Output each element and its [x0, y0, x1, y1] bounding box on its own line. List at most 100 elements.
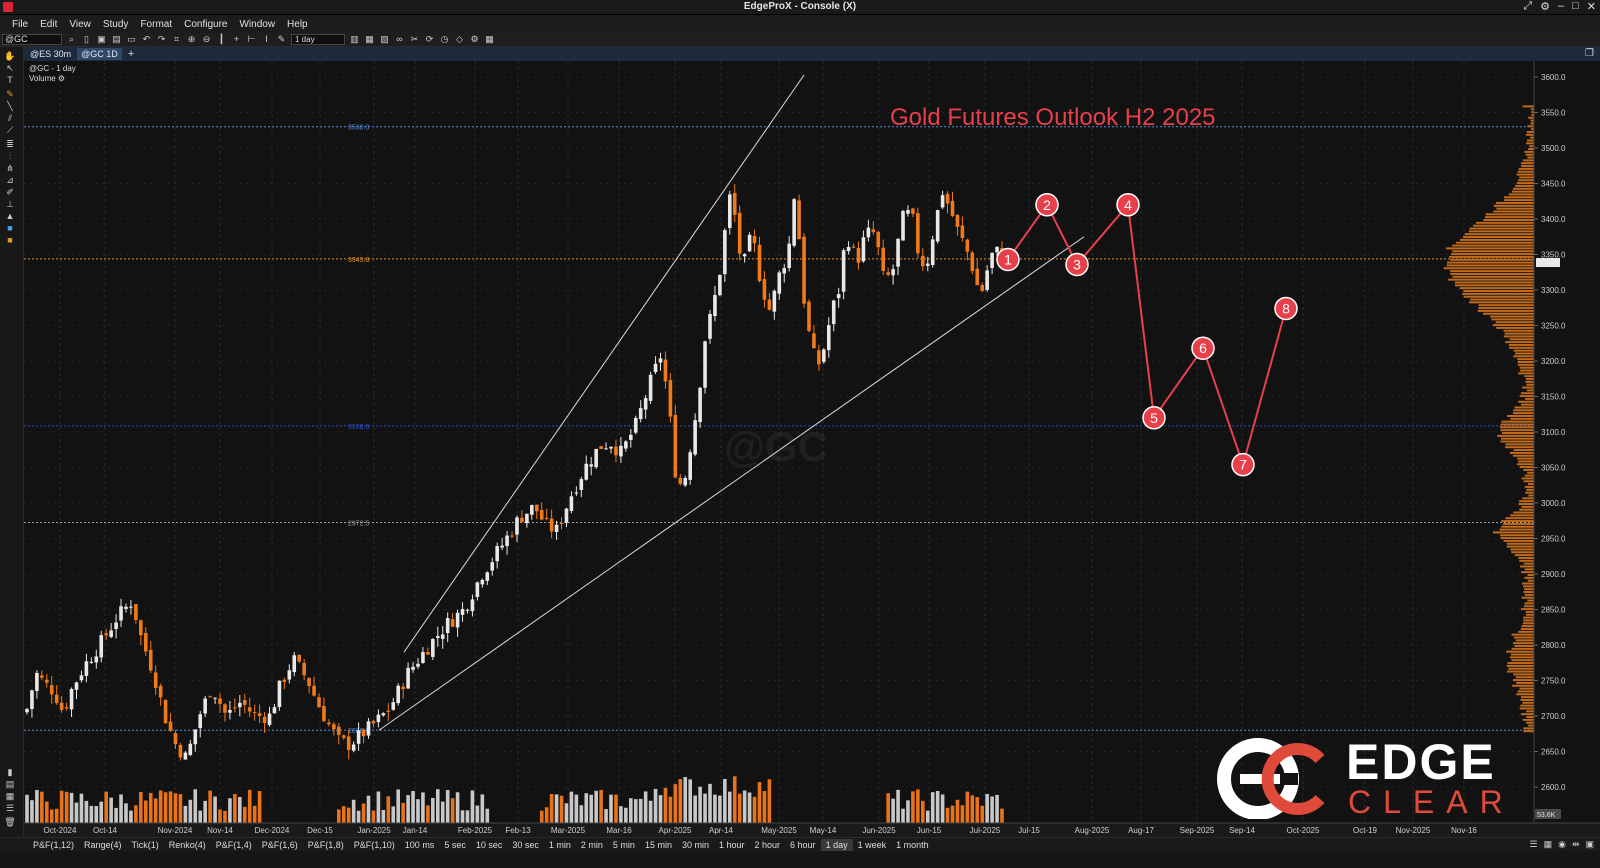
- volume-profile-bar: [1451, 253, 1534, 256]
- symbol-input[interactable]: @GC: [2, 34, 62, 45]
- timeframe-5-sec[interactable]: 5 sec: [444, 839, 466, 850]
- pointer-icon[interactable]: ↖: [6, 63, 14, 73]
- study-tool-icon[interactable]: ▤: [5, 779, 15, 789]
- hand-icon[interactable]: ✋: [4, 51, 16, 61]
- timeframe-1-month[interactable]: 1 month: [896, 839, 929, 850]
- trendline-icon[interactable]: ⊢: [247, 34, 256, 44]
- tab-es-30m[interactable]: @ES 30m: [30, 49, 72, 59]
- menu-format[interactable]: Format: [140, 18, 173, 30]
- timeframe-6-hour[interactable]: 6 hour: [790, 839, 816, 850]
- zoom-in-icon[interactable]: ⊕: [187, 34, 196, 44]
- timeframe-p-f-1-8-[interactable]: P&F(1,8): [307, 839, 344, 850]
- split-icon[interactable]: ⇹: [1571, 839, 1580, 849]
- pitchfork-icon[interactable]: ⋔: [6, 163, 14, 173]
- pencil-icon[interactable]: ✎: [6, 89, 14, 99]
- gann-tool-icon[interactable]: ⊿: [6, 175, 14, 185]
- measure-tool-icon[interactable]: ⊥: [6, 199, 14, 209]
- timeframe-100-ms[interactable]: 100 ms: [404, 839, 435, 850]
- menu-file[interactable]: File: [12, 18, 29, 30]
- period-select[interactable]: 1 day: [291, 34, 345, 45]
- print-icon[interactable]: ▤: [112, 34, 121, 44]
- menu-view[interactable]: View: [69, 18, 91, 30]
- layout-icon[interactable]: ▧: [380, 34, 389, 44]
- timeframe-p-f-1-10-[interactable]: P&F(1,10): [353, 839, 395, 850]
- menu-configure[interactable]: Configure: [184, 18, 228, 30]
- brush-icon[interactable]: ✐: [6, 187, 14, 197]
- timeframe-p-f-1-4-[interactable]: P&F(1,4): [215, 839, 252, 850]
- line-tool-icon[interactable]: ╲: [7, 101, 13, 111]
- menu-study[interactable]: Study: [102, 18, 129, 30]
- text-tool-icon[interactable]: T: [7, 75, 13, 85]
- redo-icon[interactable]: ↷: [157, 34, 166, 44]
- timeframe-30-sec[interactable]: 30 sec: [512, 839, 539, 850]
- timeframe-10-sec[interactable]: 10 sec: [475, 839, 503, 850]
- timeframe-5-min[interactable]: 5 min: [612, 839, 635, 850]
- timeframe-1-hour[interactable]: 1 hour: [718, 839, 745, 850]
- ray-tool-icon[interactable]: ⟋: [6, 125, 14, 135]
- candle-body: [737, 212, 742, 254]
- timeframe-1-min[interactable]: 1 min: [548, 839, 571, 850]
- timeframe-30-min[interactable]: 30 min: [681, 839, 709, 850]
- restore-icon[interactable]: ❐: [1585, 48, 1594, 59]
- menu-help[interactable]: Help: [287, 18, 308, 30]
- table-tool-icon[interactable]: ▦: [5, 791, 15, 801]
- volume-tool-icon[interactable]: ▮: [7, 767, 13, 777]
- link-icon[interactable]: ∞: [396, 34, 403, 44]
- crosshair-icon[interactable]: +: [233, 34, 240, 44]
- chart-type-icon[interactable]: ▥: [350, 34, 359, 44]
- settings-icon[interactable]: ⚙: [1540, 1, 1550, 13]
- price-chart[interactable]: 3530.03343.83108.62972.52680.01234567836…: [24, 61, 1600, 837]
- menu-window[interactable]: Window: [239, 18, 276, 30]
- tools-icon[interactable]: ✂: [410, 34, 419, 44]
- lock-icon[interactable]: ▣: [1585, 839, 1594, 849]
- grid-icon[interactable]: ▦: [1543, 839, 1553, 849]
- new-file-icon[interactable]: ▯: [84, 34, 89, 44]
- timeframe-1-week[interactable]: 1 week: [857, 839, 887, 850]
- add-tab-button[interactable]: +: [127, 48, 135, 60]
- eraser-icon[interactable]: ◇: [456, 34, 463, 44]
- arrow-tool-icon[interactable]: ▲: [5, 211, 15, 221]
- tab-gc-1d[interactable]: @GC 1D: [77, 48, 122, 60]
- eye-icon[interactable]: ◉: [1558, 839, 1566, 849]
- crop-icon[interactable]: ⌗: [173, 34, 180, 44]
- timeframe-renko-4-[interactable]: Renko(4): [168, 839, 206, 850]
- timeframe-15-min[interactable]: 15 min: [644, 839, 672, 850]
- maximize-button[interactable]: □: [1572, 0, 1579, 12]
- clock-icon[interactable]: ◷: [440, 34, 449, 44]
- volume-bar: [74, 802, 79, 823]
- list-icon[interactable]: ☰: [1529, 839, 1538, 849]
- minimize-button[interactable]: –: [1558, 0, 1565, 12]
- volume-study-label[interactable]: Volume ⚙: [29, 74, 66, 83]
- fullscreen-icon[interactable]: ⤢: [1523, 0, 1533, 12]
- timeframe-p-f-1-12-[interactable]: P&F(1,12): [33, 839, 75, 850]
- timeframe-tick-1-[interactable]: Tick(1): [131, 839, 159, 850]
- undo-icon[interactable]: ↶: [142, 34, 151, 44]
- price-scale-icon[interactable]: I: [265, 34, 268, 44]
- channel-tool-icon[interactable]: ⫽: [7, 113, 12, 123]
- timeframe-1-day[interactable]: 1 day: [820, 838, 853, 851]
- draw-tool-icon[interactable]: ✎: [277, 34, 286, 44]
- shape-tool-icon[interactable]: ■: [7, 235, 13, 245]
- window-icon[interactable]: ▦: [365, 34, 374, 44]
- save-icon[interactable]: ▣: [97, 34, 106, 44]
- refresh-icon[interactable]: ⟳: [425, 34, 434, 44]
- chart-area[interactable]: 3530.03343.83108.62972.52680.01234567836…: [24, 61, 1600, 837]
- search-icon[interactable]: ⌕: [68, 34, 75, 44]
- fan-tool-icon[interactable]: ⫶: [8, 151, 12, 161]
- timeframe-2-min[interactable]: 2 min: [580, 839, 603, 850]
- fib-tool-icon[interactable]: ≣: [6, 139, 14, 149]
- timeframe-p-f-1-6-[interactable]: P&F(1,6): [261, 839, 298, 850]
- open-folder-icon[interactable]: ▭: [127, 34, 136, 44]
- timeframe-range-4-[interactable]: Range(4): [84, 839, 122, 850]
- gear-icon[interactable]: ⚙: [470, 34, 479, 44]
- menu-edit[interactable]: Edit: [40, 18, 58, 30]
- bar-style-icon[interactable]: ┃: [218, 34, 225, 44]
- zoom-out-icon[interactable]: ⊖: [202, 34, 211, 44]
- timeframe-2-hour[interactable]: 2 hour: [754, 839, 781, 850]
- grid-icon[interactable]: ▦: [485, 34, 494, 44]
- price-tick-label: 3200.0: [1541, 357, 1566, 366]
- rectangle-tool-icon[interactable]: ■: [7, 223, 13, 233]
- close-button[interactable]: ✕: [1586, 1, 1596, 13]
- list-tool-icon[interactable]: ☰: [5, 803, 15, 813]
- trash-icon[interactable]: 🗑: [4, 817, 16, 827]
